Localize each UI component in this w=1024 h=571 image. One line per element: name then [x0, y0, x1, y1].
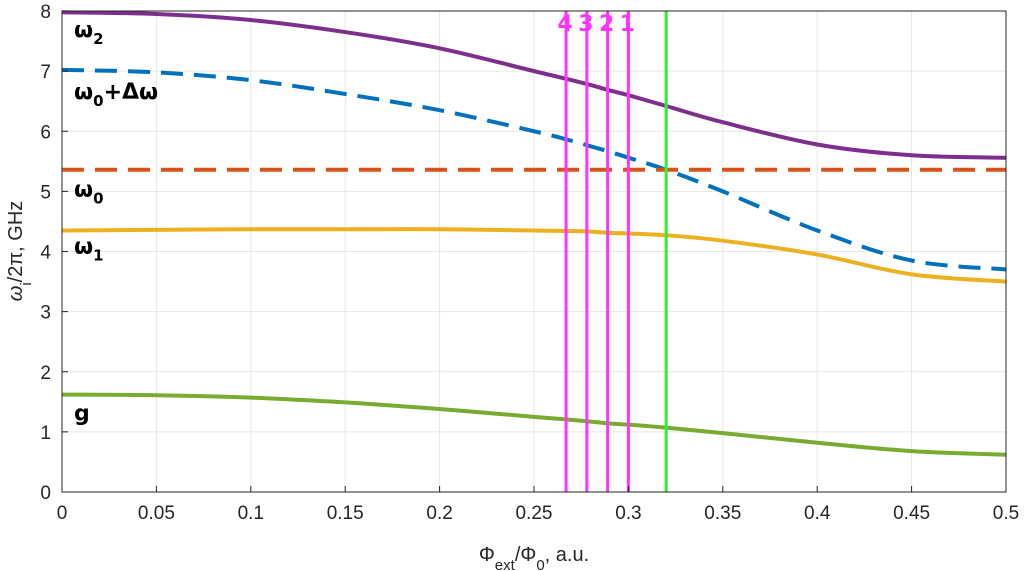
- series-line: [61, 10, 1007, 160]
- y-axis-label: ωi/2π, GHz: [5, 201, 35, 302]
- series-line: [61, 67, 1007, 272]
- x-tick-label: 0.3: [615, 503, 641, 524]
- curve-label: ω0: [74, 177, 104, 207]
- marker-label: 4: [557, 12, 572, 37]
- x-tick-label: 0.45: [893, 503, 930, 524]
- x-tick-label: 0.5: [993, 503, 1019, 524]
- curve-label: g: [74, 402, 90, 427]
- y-tick-label: 6: [40, 122, 51, 143]
- x-tick-label: 0.15: [327, 503, 364, 524]
- x-tick-label: 0.2: [426, 503, 452, 524]
- x-tick-label: 0.25: [516, 503, 553, 524]
- y-tick-label: 2: [40, 363, 51, 384]
- curve-label: ω0+Δω: [74, 80, 158, 110]
- marker-label: 2: [599, 12, 614, 37]
- series-line: [61, 392, 1007, 457]
- y-tick-label: 5: [40, 182, 51, 203]
- x-tick-label: 0: [57, 503, 68, 524]
- marker-label: 1: [620, 12, 635, 37]
- y-tick-label: 7: [40, 62, 51, 83]
- y-tick-label: 4: [40, 243, 51, 264]
- x-tick-label: 0.35: [704, 503, 741, 524]
- axis-ticks: 0 0.05 0.1 0.15 0.2 0.25 0.3 0.35 0.4 0.45 0.50123…: [40, 2, 1019, 524]
- y-tick-label: 1: [40, 423, 51, 444]
- y-tick-label: 0: [40, 483, 51, 504]
- curve-labels: ω2 ω0+Δω ω0 ω1 g: [74, 18, 158, 427]
- curve-label: ω2: [74, 18, 104, 48]
- series-line: [61, 227, 1007, 284]
- y-tick-label: 8: [40, 2, 51, 23]
- marker-lines: [564, 11, 668, 492]
- marker-label: 3: [578, 12, 593, 37]
- series-lines: [61, 10, 1007, 457]
- x-axis-label: Φext/Φ0, a.u.: [479, 544, 589, 571]
- x-tick-label: 0.4: [804, 503, 831, 524]
- curve-label: ω1: [74, 234, 104, 264]
- x-tick-label: 0.1: [238, 503, 264, 524]
- x-tick-label: 0.05: [138, 503, 175, 524]
- y-tick-label: 3: [40, 303, 51, 324]
